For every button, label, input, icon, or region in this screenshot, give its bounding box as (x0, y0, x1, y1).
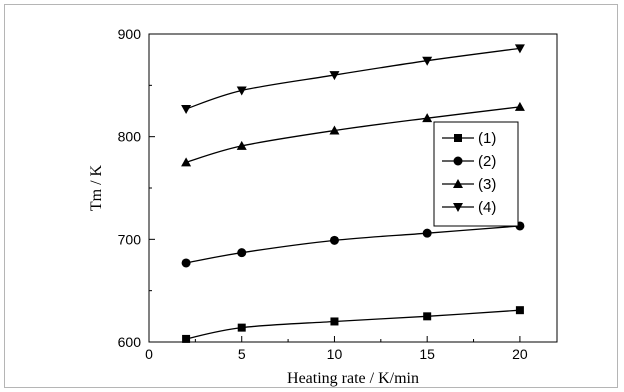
x-tick-label: 5 (238, 346, 246, 362)
data-point (515, 306, 524, 315)
y-axis-title: Tm / K (88, 164, 105, 211)
data-point (237, 323, 246, 332)
data-point (181, 104, 192, 114)
legend-item: (3) (442, 176, 496, 193)
legend-label: (1) (478, 130, 496, 147)
data-point (330, 317, 339, 326)
legend-marker (454, 134, 462, 142)
data-point (422, 113, 433, 123)
series-line (185, 309, 520, 340)
series-1 (182, 306, 524, 343)
legend-marker (453, 156, 463, 166)
x-tick-label: 0 (145, 346, 153, 362)
series-layer (181, 44, 525, 343)
data-point (181, 157, 192, 167)
data-point (236, 140, 247, 150)
legend-box (433, 121, 519, 227)
data-point (182, 334, 191, 343)
legend-marker (453, 203, 463, 212)
series-line (185, 225, 520, 264)
legend-label: (3) (478, 176, 496, 193)
data-point (181, 258, 191, 268)
legend-item: (1) (442, 130, 496, 147)
x-axis-title: Heating rate / K/min (287, 370, 419, 387)
x-tick-label: 10 (327, 346, 343, 362)
y-tick-label: 900 (118, 26, 142, 42)
data-point (514, 101, 525, 111)
series-3 (181, 101, 525, 167)
y-tick-label: 600 (118, 334, 142, 350)
chart-svg: 0 5 10 15 20 600 700 800 900 (1) (2) (3) (4) Heati… (88, 26, 558, 387)
series-line (185, 47, 520, 110)
y-tick-label: 700 (118, 231, 142, 247)
data-point (236, 86, 247, 96)
data-point (514, 44, 525, 54)
data-point (329, 235, 339, 245)
data-point (329, 125, 340, 135)
y-tick-label: 800 (118, 129, 142, 145)
chart-frame: 0 5 10 15 20 600 700 800 900 (1) (2) (3) (4) Heati… (4, 4, 618, 388)
data-point (237, 248, 247, 258)
x-axis-ticks: 0 5 10 15 20 (145, 336, 528, 362)
legend-marker (453, 179, 463, 188)
legend-item: (4) (442, 199, 496, 216)
data-point (422, 228, 432, 238)
legend-item: (2) (442, 153, 496, 170)
data-point (329, 71, 340, 81)
series-2 (181, 221, 525, 268)
x-tick-label: 15 (419, 346, 435, 362)
series-4 (181, 44, 525, 114)
y-axis-ticks: 600 700 800 900 (118, 26, 155, 350)
data-point (422, 56, 433, 66)
legend-label: (4) (478, 199, 496, 216)
legend-label: (2) (478, 153, 496, 170)
data-point (423, 312, 432, 321)
legend: (1) (2) (3) (4) (433, 121, 519, 227)
x-tick-label: 20 (512, 346, 528, 362)
